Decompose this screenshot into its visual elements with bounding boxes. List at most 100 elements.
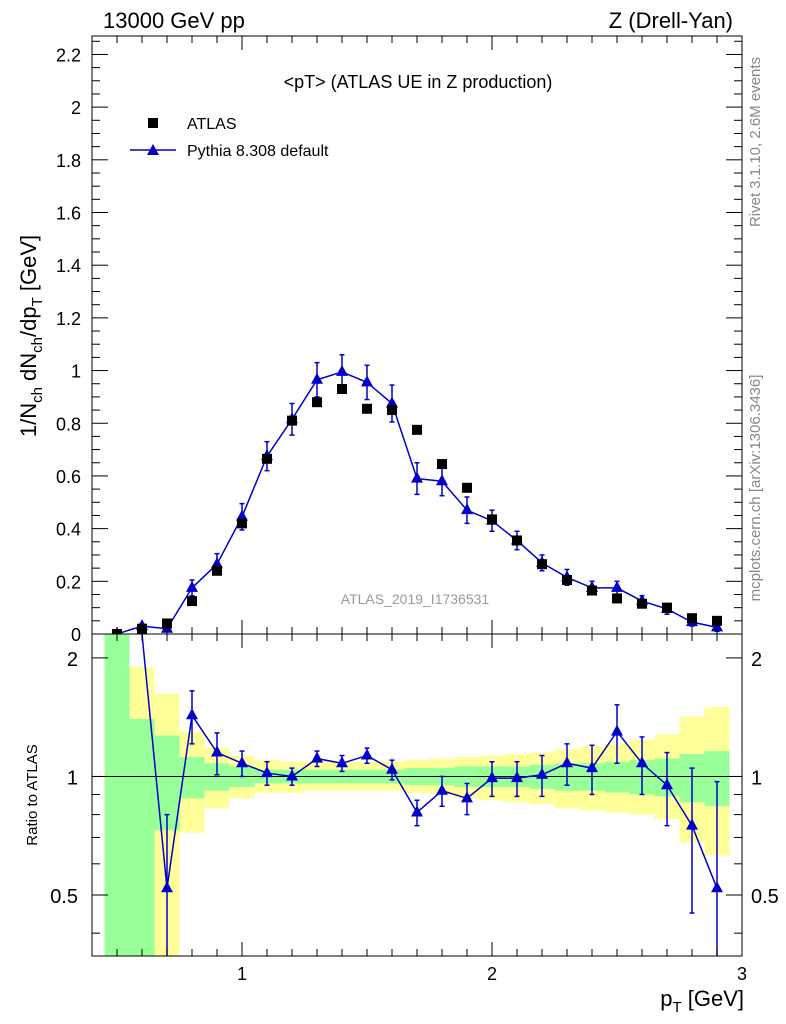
main-legend: ATLAS Pythia 8.308 default: [130, 116, 329, 160]
ratio-band-inner: [104, 634, 130, 956]
ratio-xtick-label: 2: [487, 964, 497, 984]
ratio-xtick-label: 3: [737, 964, 747, 984]
pythia-point: [461, 503, 473, 515]
ratio-ytick-label-right: 1: [751, 767, 762, 789]
atlas-point: [287, 415, 297, 426]
ratio-point: [211, 745, 223, 757]
ratio-point: [236, 756, 248, 768]
atlas-point: [262, 453, 272, 464]
pythia-point: [211, 557, 223, 569]
ratio-band-inner: [604, 761, 630, 793]
main-ylabel: 1/Nch dNch/dpT [GeV]: [16, 235, 46, 437]
atlas-point: [187, 596, 197, 607]
ratio-point: [186, 708, 198, 720]
atlas-point: [362, 403, 372, 414]
atlas-point: [437, 459, 447, 470]
atlas-point: [162, 618, 172, 629]
main-ytick-label: 1: [71, 362, 81, 382]
pythia-point: [711, 620, 723, 632]
pythia-point: [611, 580, 623, 592]
legend-marker-atlas: [148, 118, 158, 128]
ratio-panel: 0.5 0.5 1 1 2 2 1 2 3 Ratio to ATLAS: [24, 633, 779, 984]
atlas-point: [537, 559, 547, 570]
atlas-point: [412, 424, 422, 435]
ratio-point: [336, 756, 348, 768]
main-ytick-label: 0: [71, 625, 81, 645]
ratio-ytick-label-right: 2: [751, 649, 762, 671]
ratio-point: [586, 761, 598, 773]
atlas-point: [487, 514, 497, 525]
main-ytick-label: 0.2: [56, 572, 81, 592]
header-process-label: Z (Drell-Yan): [609, 8, 733, 33]
main-panel: ATLAS_2019_I1736531 0 0.2 0.4 0.6 0.8 1 1.2 1.4…: [16, 35, 743, 645]
ratio-point: [261, 766, 273, 778]
ratio-ytick-label: 0.5: [50, 886, 78, 908]
atlas-point: [712, 615, 722, 626]
atlas-point: [662, 602, 672, 613]
ratio-point: [536, 767, 548, 779]
ratio-point: [386, 762, 398, 774]
ratio-point: [161, 881, 173, 893]
pythia-point: [411, 471, 423, 483]
atlas-point: [587, 585, 597, 596]
main-ytick-label: 0.6: [56, 467, 81, 487]
ratio-point: [411, 805, 423, 817]
header-energy-label: 13000 GeV pp: [103, 8, 245, 33]
main-ytick-label: 1.2: [56, 309, 81, 329]
pythia-point: [236, 509, 248, 521]
legend-label-pythia: Pythia 8.308 default: [187, 143, 329, 160]
mcplots-label: mcplots.cern.ch [arXiv:1306.3436]: [747, 375, 764, 602]
main-ytick-label: 1.6: [56, 204, 81, 224]
pythia-point: [336, 364, 348, 376]
main-ytick-label: 2: [71, 98, 81, 118]
pythia-point: [186, 580, 198, 592]
ratio-point: [361, 748, 373, 760]
ratio-point: [611, 724, 623, 736]
ratio-point: [561, 756, 573, 768]
ratio-xtick-label: 1: [237, 964, 247, 984]
ratio-ytick-label: 1: [67, 767, 78, 789]
main-title: <pT> (ATLAS UE in Z production): [284, 72, 553, 92]
ratio-point: [436, 783, 448, 795]
main-ytick-label: 0.8: [56, 414, 81, 434]
ratio-band-inner: [129, 718, 155, 956]
main-ytick-label: 1.8: [56, 151, 81, 171]
atlas-point: [512, 535, 522, 546]
rivet-version-label: Rivet 3.1.10, 2.6M events: [747, 57, 764, 227]
ratio-point: [311, 751, 323, 763]
main-ytick-label: 0.4: [56, 520, 81, 540]
ratio-point: [461, 791, 473, 803]
atlas-point: [462, 482, 472, 493]
atlas-point: [237, 518, 247, 529]
atlas-point: [312, 397, 322, 408]
ratio-ylabel: Ratio to ATLAS: [24, 744, 41, 845]
ratio-point: [686, 818, 698, 830]
pythia-point: [311, 372, 323, 384]
ratio-point: [636, 756, 648, 768]
pythia-point: [361, 375, 373, 387]
ratio-point: [286, 769, 298, 781]
ratio-point: [661, 778, 673, 790]
main-ytick-label: 2.2: [56, 45, 81, 65]
pythia-point: [386, 396, 398, 408]
pythia-point: [436, 474, 448, 486]
x-axis-label: pT [GeV]: [660, 986, 744, 1016]
atlas-point: [687, 613, 697, 624]
ratio-ytick-label: 2: [67, 649, 78, 671]
main-ytick-label: 1.4: [56, 256, 81, 276]
ratio-point: [486, 771, 498, 783]
atlas-point: [637, 598, 647, 609]
atlas-point: [612, 593, 622, 604]
atlas-point: [212, 565, 222, 576]
ratio-ytick-label-right: 0.5: [751, 886, 779, 908]
ratio-line: [141, 634, 718, 889]
atlas-point: [337, 384, 347, 395]
legend-label-atlas: ATLAS: [187, 116, 237, 133]
ratio-point: [511, 771, 523, 783]
ratio-point: [711, 881, 723, 893]
legend-marker-pythia: [147, 144, 159, 155]
main-watermark: ATLAS_2019_I1736531: [341, 591, 490, 607]
atlas-point: [387, 405, 397, 416]
atlas-point: [562, 574, 572, 585]
